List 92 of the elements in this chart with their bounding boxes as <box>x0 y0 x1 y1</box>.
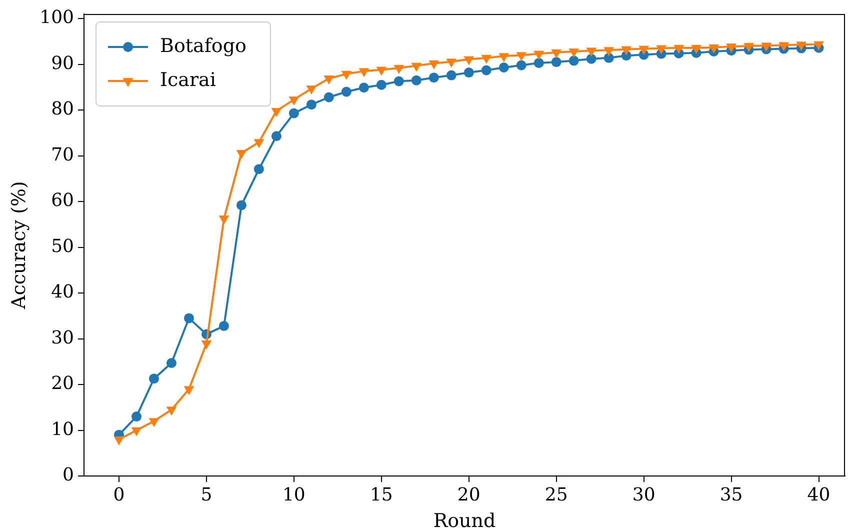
point <box>288 96 300 106</box>
point <box>516 52 527 62</box>
point <box>621 46 632 56</box>
point <box>376 80 386 90</box>
point <box>656 45 667 54</box>
point <box>796 42 806 51</box>
y-tick-label: 30 <box>51 327 74 348</box>
y-tick-label: 10 <box>51 418 74 440</box>
point <box>568 56 579 66</box>
point <box>376 66 387 76</box>
y-tick-label: 40 <box>51 282 74 303</box>
point <box>341 86 352 97</box>
point <box>516 60 526 70</box>
point <box>586 48 597 57</box>
y-tick-label: 60 <box>51 190 74 212</box>
point <box>358 68 370 78</box>
point <box>271 108 282 117</box>
point <box>201 340 212 350</box>
point <box>148 418 160 428</box>
point <box>498 53 510 62</box>
point <box>288 108 299 118</box>
point <box>446 58 457 68</box>
y-tick-label: 90 <box>51 52 74 74</box>
point <box>481 54 492 64</box>
point <box>534 58 544 68</box>
x-tick-label: 15 <box>370 484 393 506</box>
x-tick-label: 10 <box>282 484 306 506</box>
y-tick-label: 50 <box>51 236 74 257</box>
point <box>324 75 334 84</box>
point <box>778 42 789 52</box>
y-tick-label: 70 <box>51 144 74 166</box>
point <box>358 82 369 93</box>
point <box>271 131 282 142</box>
point <box>586 54 596 64</box>
point <box>604 52 614 63</box>
point <box>218 320 229 331</box>
point <box>674 44 684 54</box>
point <box>254 139 264 148</box>
x-axis-title: Round <box>433 510 496 532</box>
point <box>306 100 316 110</box>
x-tick-label: 35 <box>720 484 743 506</box>
point <box>184 313 194 324</box>
x-tick-label: 5 <box>200 484 212 506</box>
point <box>394 76 404 86</box>
point <box>166 358 176 368</box>
point <box>551 57 562 68</box>
point <box>236 200 246 210</box>
point <box>148 374 159 384</box>
y-axis-title: Accuracy (%) <box>8 181 30 310</box>
y-tick-label: 20 <box>51 373 74 394</box>
point <box>324 92 334 102</box>
point <box>551 49 562 58</box>
point <box>744 43 754 52</box>
point <box>306 86 317 95</box>
point <box>166 406 177 416</box>
point <box>708 44 719 54</box>
point <box>726 43 736 52</box>
point <box>568 48 580 58</box>
point <box>411 75 422 86</box>
point <box>638 46 650 55</box>
y-tick-label: 0 <box>62 464 74 486</box>
point <box>691 44 702 54</box>
point <box>814 41 824 50</box>
point <box>254 164 264 174</box>
point <box>481 65 492 76</box>
point <box>464 56 474 66</box>
legend-label: Icarai <box>160 68 216 91</box>
point <box>394 64 404 74</box>
point <box>534 50 544 60</box>
point <box>218 215 230 224</box>
point <box>131 412 142 422</box>
point <box>428 60 440 70</box>
point <box>428 72 439 83</box>
y-tick-label: 80 <box>51 98 74 120</box>
point <box>761 42 772 52</box>
x-tick-label: 25 <box>544 484 568 506</box>
legend-label: Botafogo <box>160 34 246 57</box>
point <box>411 62 422 72</box>
point <box>604 47 614 56</box>
x-tick-label: 40 <box>807 484 830 506</box>
x-tick-label: 30 <box>632 484 656 506</box>
point <box>464 68 474 78</box>
point <box>498 62 509 73</box>
point <box>184 386 194 396</box>
point <box>446 70 456 80</box>
point <box>236 150 247 160</box>
point <box>341 70 352 80</box>
x-tick-label: 20 <box>457 484 480 506</box>
point <box>114 436 124 446</box>
point <box>131 427 142 436</box>
x-tick-label: 0 <box>113 484 125 506</box>
y-tick-label: 100 <box>40 7 74 28</box>
